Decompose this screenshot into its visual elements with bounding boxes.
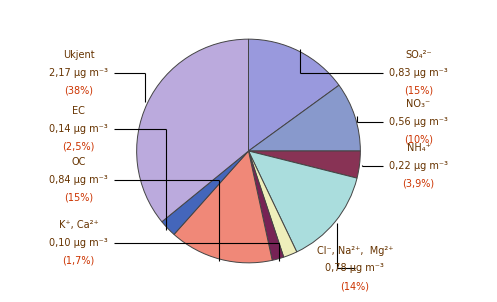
Text: (15%): (15%)	[64, 193, 93, 203]
Text: SO₄²⁻: SO₄²⁻	[405, 50, 432, 60]
Text: (3,9%): (3,9%)	[403, 178, 434, 188]
Text: (38%): (38%)	[64, 85, 93, 95]
Text: 0,22 μg m⁻³: 0,22 μg m⁻³	[389, 161, 448, 171]
Text: 2,17 μg m⁻³: 2,17 μg m⁻³	[49, 68, 108, 78]
Wedge shape	[162, 151, 248, 234]
Wedge shape	[248, 151, 297, 257]
Text: 0,78 μg m⁻³: 0,78 μg m⁻³	[326, 263, 384, 273]
Text: 0,10 μg m⁻³: 0,10 μg m⁻³	[49, 238, 108, 248]
Text: (15%): (15%)	[404, 85, 433, 95]
Text: Ukjent: Ukjent	[63, 50, 94, 60]
Wedge shape	[248, 151, 360, 178]
Wedge shape	[248, 151, 357, 252]
Text: (10%): (10%)	[404, 135, 433, 145]
Text: 0,83 μg m⁻³: 0,83 μg m⁻³	[389, 68, 448, 78]
Text: (14%): (14%)	[340, 281, 369, 291]
Wedge shape	[248, 85, 360, 151]
Text: 0,14 μg m⁻³: 0,14 μg m⁻³	[49, 124, 108, 133]
Wedge shape	[137, 39, 248, 222]
Wedge shape	[248, 39, 339, 151]
Text: K⁺, Ca²⁺: K⁺, Ca²⁺	[59, 220, 98, 230]
Text: (1,7%): (1,7%)	[62, 255, 94, 265]
Text: 0,84 μg m⁻³: 0,84 μg m⁻³	[49, 175, 108, 185]
Wedge shape	[248, 151, 284, 260]
Text: OC: OC	[71, 157, 85, 167]
Wedge shape	[174, 151, 272, 263]
Text: 0,56 μg m⁻³: 0,56 μg m⁻³	[389, 117, 448, 127]
Text: NO₃⁻: NO₃⁻	[407, 99, 430, 109]
Text: NH₄⁺: NH₄⁺	[407, 143, 430, 153]
Text: (2,5%): (2,5%)	[62, 142, 94, 152]
Text: Cl⁻, Na²⁺,  Mg²⁺: Cl⁻, Na²⁺, Mg²⁺	[317, 246, 393, 255]
Text: EC: EC	[72, 106, 85, 116]
